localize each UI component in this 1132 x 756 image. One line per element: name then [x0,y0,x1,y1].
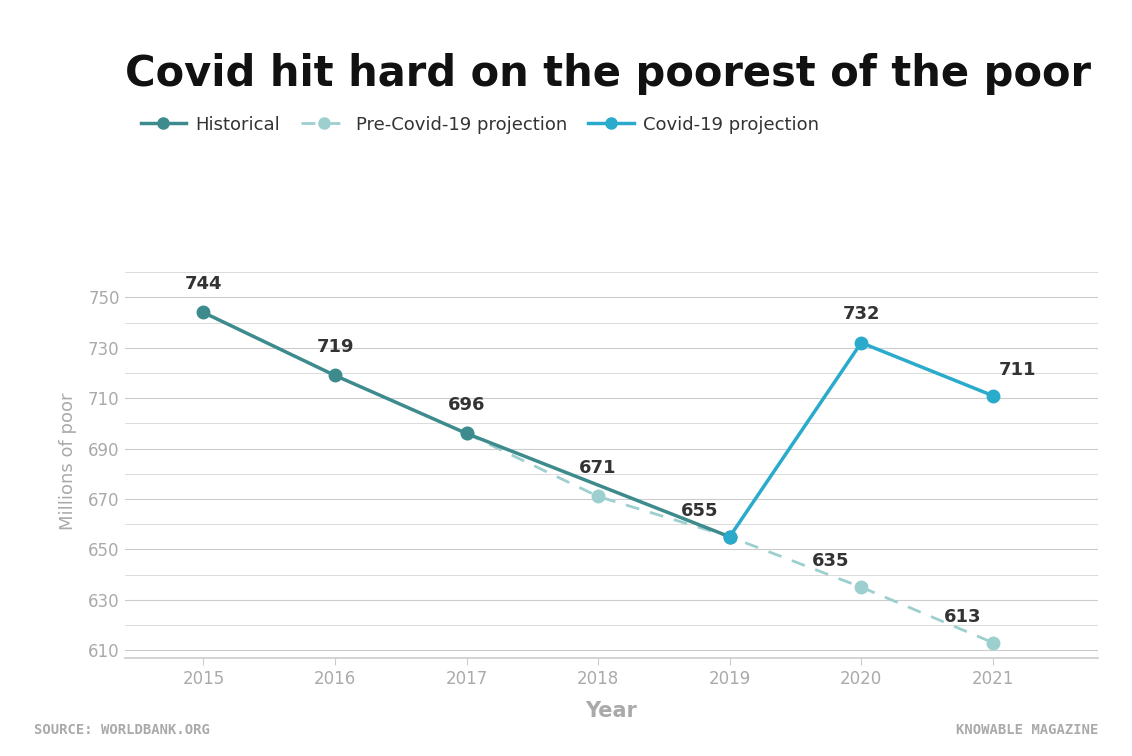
X-axis label: Year: Year [585,702,637,721]
Text: 655: 655 [680,502,718,520]
Text: 711: 711 [1000,361,1037,379]
Y-axis label: Millions of poor: Millions of poor [59,392,77,530]
Text: 613: 613 [943,608,981,626]
Text: KNOWABLE MAGAZINE: KNOWABLE MAGAZINE [955,723,1098,737]
Text: 635: 635 [812,553,849,571]
Text: 732: 732 [842,305,880,324]
Text: 719: 719 [316,338,354,356]
Text: 744: 744 [185,275,222,293]
Text: SOURCE: WORLDBANK.ORG: SOURCE: WORLDBANK.ORG [34,723,209,737]
Text: Covid hit hard on the poorest of the poor: Covid hit hard on the poorest of the poo… [125,53,1090,95]
Text: 696: 696 [448,396,486,414]
Legend: Historical, Pre-Covid-19 projection, Covid-19 projection: Historical, Pre-Covid-19 projection, Cov… [134,109,826,141]
Text: 671: 671 [580,459,617,477]
